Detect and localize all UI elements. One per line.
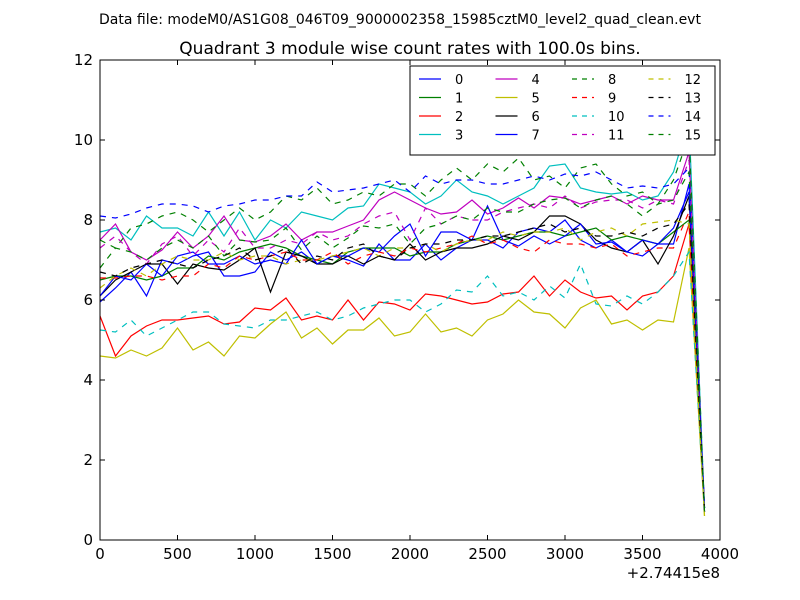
x-tick-label: 0	[95, 545, 105, 563]
legend-label-12: 12	[685, 73, 702, 88]
series-line-3	[99, 119, 706, 513]
series-line-10	[99, 250, 706, 513]
legend-label-14: 14	[685, 110, 702, 125]
series-line-12	[99, 219, 706, 517]
y-tick-label: 8	[83, 211, 93, 229]
legend-box	[409, 65, 716, 156]
series-line-4	[99, 151, 706, 513]
legend-label-11: 11	[608, 129, 625, 144]
legend-label-0: 0	[455, 73, 463, 88]
x-offset-label: +2.74415e8	[627, 564, 720, 582]
x-tick-label: 1000	[236, 545, 274, 563]
series-line-5	[99, 247, 706, 517]
series-line-13	[99, 202, 706, 513]
legend-label-15: 15	[685, 129, 702, 144]
series-layer	[99, 119, 706, 517]
legend-label-9: 9	[608, 92, 616, 107]
x-tick-label: 3500	[623, 545, 661, 563]
legend-label-2: 2	[455, 110, 463, 125]
legend-label-7: 7	[532, 129, 540, 144]
series-line-15	[99, 169, 706, 513]
series-line-9	[100, 211, 706, 513]
y-tick-label: 2	[83, 451, 93, 469]
legend-label-3: 3	[455, 129, 463, 144]
y-tick-label: 6	[83, 291, 93, 309]
axes-layer: 0 500 1000 1500 2000 2500 3000 3500 400002468101…	[74, 51, 739, 563]
x-tick-label: 500	[163, 545, 192, 563]
legend-label-10: 10	[608, 110, 625, 125]
legend-label-5: 5	[532, 92, 540, 107]
chart-title: Quadrant 3 module wise count rates with …	[179, 39, 640, 59]
legend-label-6: 6	[532, 110, 540, 125]
legend-label-1: 1	[455, 92, 463, 107]
legend-label-8: 8	[608, 73, 616, 88]
y-tick-label: 4	[83, 371, 93, 389]
y-tick-label: 12	[74, 51, 93, 69]
x-tick-label: 1500	[313, 545, 351, 563]
series-line-8	[99, 135, 706, 509]
y-tick-label: 10	[74, 131, 93, 149]
series-line-1	[99, 218, 706, 513]
x-tick-label: 4000	[701, 545, 739, 563]
x-tick-label: 2000	[391, 545, 429, 563]
x-tick-label: 3000	[546, 545, 584, 563]
series-line-2	[99, 223, 706, 513]
suptitle: Data file: modeM0/AS1G08_046T09_90000023…	[99, 12, 701, 28]
x-tick-label: 2500	[468, 545, 506, 563]
series-line-14	[99, 166, 706, 509]
y-tick-label: 0	[83, 531, 93, 549]
series-line-11	[99, 159, 706, 513]
legend-label-4: 4	[532, 73, 540, 88]
series-line-7	[99, 191, 706, 509]
legend-label-13: 13	[685, 92, 702, 107]
